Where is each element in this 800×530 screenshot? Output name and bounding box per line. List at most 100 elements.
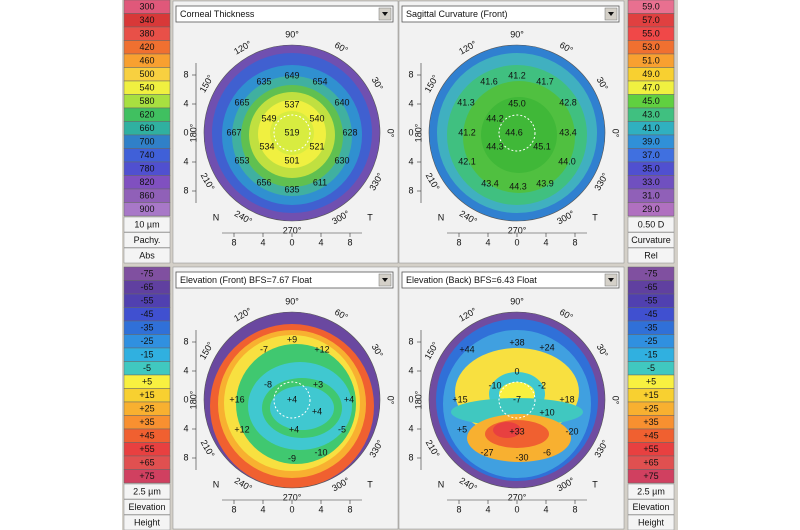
scale-label: -65 [644,282,657,292]
map-value: -6 [543,447,551,457]
map-border [428,44,606,222]
map-value: +5 [457,424,467,434]
scale-footer-box [123,232,171,248]
scale-label: 380 [139,29,154,39]
y-axis-label: 4 [183,98,188,108]
map-value: 0 [514,366,519,376]
scale-label: +45 [139,431,154,441]
map-value: +44 [459,344,474,354]
nasal-label: N [213,479,220,489]
y-axis-label: 4 [183,423,188,433]
scale-footer: Curvature [631,235,671,245]
map-value: 540 [309,113,324,123]
map-value: +24 [539,342,554,352]
y-axis-label: 4 [183,156,188,166]
map-value: +38 [509,337,524,347]
map-value: -2 [538,380,546,390]
x-axis-label: 4 [543,504,548,514]
scale-label: 660 [139,123,154,133]
map-value: 628 [342,127,357,137]
map-value: +9 [287,334,297,344]
pupil-outline [273,114,311,152]
map-border [203,311,381,489]
map-value: 654 [312,76,327,86]
scale-label: +75 [643,471,658,481]
scale-footer-box [123,514,171,530]
scale-label: 300 [139,2,154,12]
degree-label: 270° [508,225,527,235]
map-value: 611 [313,177,327,187]
map-value: 44.3 [486,141,504,151]
map-value: 549 [261,113,276,123]
scale-label: -75 [644,269,657,279]
scale-label: -55 [644,296,657,306]
degree-label: 270° [508,492,527,502]
degree-label: 0° [611,396,621,405]
scale-label: 51.0 [642,56,660,66]
scale-label: 820 [139,177,154,187]
scale-label: 41.0 [642,123,660,133]
scale-label: 340 [139,15,154,25]
scale-label: -5 [143,363,151,373]
map-value: +16 [229,394,244,404]
dropdown-label: Elevation (Front) BFS=7.67 Float [180,275,312,285]
map-value: -9 [288,453,296,463]
temporal-label: T [592,479,598,489]
scale-label: +25 [139,404,154,414]
scale-label: +45 [643,431,658,441]
scale-label: 420 [139,42,154,52]
map-value: 41.2 [458,127,476,137]
scale-label: -25 [644,336,657,346]
scale-label: 47.0 [642,83,660,93]
y-axis-label: 8 [183,185,188,195]
map-value: +12 [314,344,329,354]
y-axis-label: 8 [183,69,188,79]
x-axis-label: 4 [485,237,490,247]
scale-label: 55.0 [642,29,660,39]
scale-label: +15 [643,390,658,400]
nasal-label: N [438,212,445,222]
scale-cell [627,202,675,217]
map-value: 653 [234,155,249,165]
y-axis-label: 8 [408,336,413,346]
nasal-label: N [438,479,445,489]
x-axis-label: 4 [485,504,490,514]
map-value: 534 [259,141,274,151]
map-value: 45.0 [508,98,526,108]
scale-label: 33.0 [642,177,660,187]
scale-label: +5 [142,377,152,387]
y-axis-label: 0 [183,394,188,404]
map-value: 41.3 [457,97,475,107]
map-value: -7 [260,344,268,354]
map-value: 630 [334,155,349,165]
map-value: -30 [515,452,528,462]
temporal-label: T [592,212,598,222]
scale-label: -45 [140,309,153,319]
y-axis-label: 0 [183,127,188,137]
scale-label: +5 [646,377,656,387]
map-value: -8 [264,379,272,389]
map-value: 45.1 [533,141,551,151]
x-axis-label: 0 [514,237,519,247]
map-value: 44.2 [486,113,504,123]
pupil-outline [498,381,536,419]
scale-label: -55 [140,296,153,306]
scale-label: 500 [139,69,154,79]
map-value: 44.3 [509,181,527,191]
scale-label: +65 [643,458,658,468]
x-axis-label: 8 [572,237,577,247]
dropdown-arrow [608,278,614,282]
dropdown-label: Elevation (Back) BFS=6.43 Float [406,275,537,285]
pupil-outline [498,114,536,152]
degree-label: 270° [283,492,302,502]
y-axis-label: 8 [408,185,413,195]
map-value: 635 [284,184,299,194]
dropdown-arrow [382,12,388,16]
x-axis-label: 4 [260,504,265,514]
scale-footer-box [627,499,675,515]
scale-footer: 10 µm [134,219,159,229]
y-axis-label: 4 [408,156,413,166]
temporal-label: T [367,479,373,489]
map-value: 501 [284,155,299,165]
scale-label: +15 [139,390,154,400]
